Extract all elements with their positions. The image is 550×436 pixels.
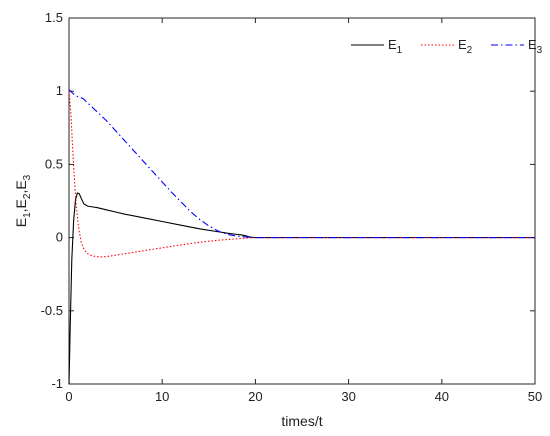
series-layer [68,89,535,385]
y-tick-label: 1.5 [45,10,63,25]
legend-label-e3: E3 [528,37,543,56]
x-tick-label: 10 [155,389,169,404]
series-line-e2 [68,91,535,258]
x-tick-label: 0 [65,389,72,404]
y-tick-label: 1 [56,83,63,98]
plot-area [68,17,536,385]
y-tick-label: -0.5 [41,303,63,318]
series-line-e3 [68,89,535,239]
y-axis-label: E1,E2,E3 [13,174,33,227]
legend-label-e2: E2 [458,37,473,56]
x-tick-label: 40 [435,389,449,404]
x-axis-ticks: 0 10 20 30 40 50 [65,18,542,404]
legend: E1 E2 E3 [351,37,543,56]
x-tick-label: 20 [248,389,262,404]
y-tick-label: 0.5 [45,156,63,171]
y-tick-label: 0 [56,230,63,245]
x-tick-label: 50 [528,389,542,404]
y-tick-label: -1 [51,376,63,391]
legend-label-e1: E1 [388,37,403,56]
x-axis-label: times/t [281,413,322,429]
y-axis-ticks: -1 -0.5 0 0.5 1 1.5 [41,10,535,391]
x-tick-label: 30 [341,389,355,404]
